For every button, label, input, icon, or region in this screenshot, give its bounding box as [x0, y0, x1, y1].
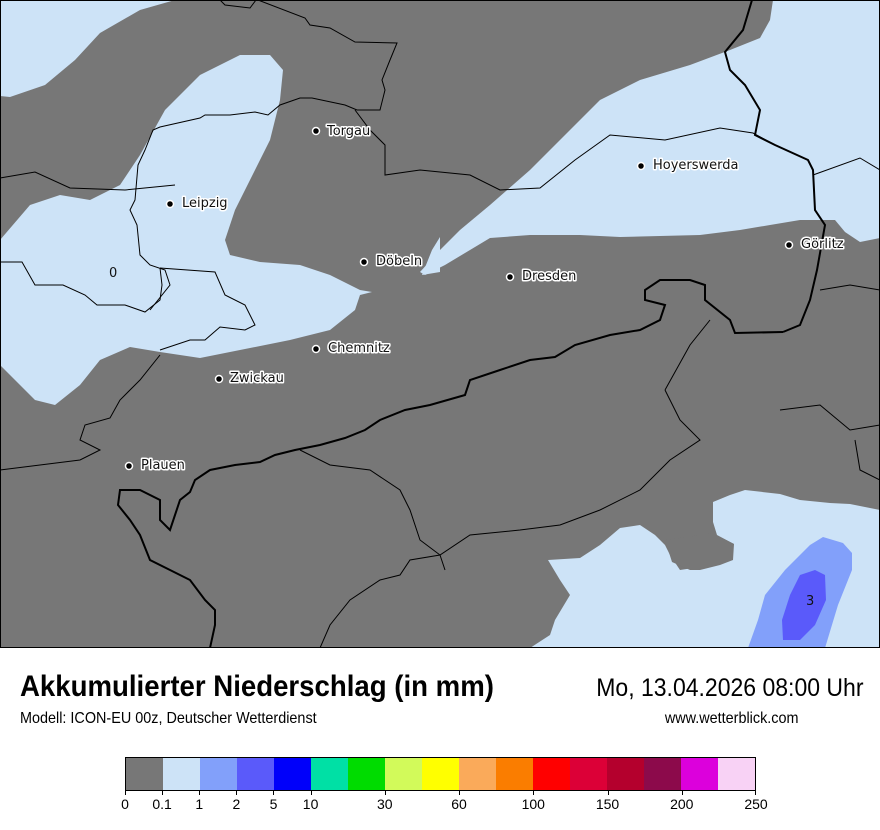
legend-tick-label: 2 [232, 796, 241, 812]
precip-area-dark [782, 570, 826, 640]
city-dresden: Dresden [505, 268, 578, 286]
city-plauen: Plauen [124, 457, 186, 475]
legend-tick-label: 150 [595, 796, 620, 812]
legend-swatch [718, 758, 755, 790]
value-label-0: 0 [109, 266, 117, 281]
dry-island [665, 533, 734, 570]
legend-ticks: 0 0.1 1 2 5 10 30 60 100 150 200 250 [121, 790, 768, 820]
legend-swatch [422, 758, 459, 790]
legend-tick [199, 790, 201, 795]
value-label-3: 3 [806, 594, 814, 609]
legend-tick-label: 60 [451, 796, 467, 812]
legend-swatch [644, 758, 681, 790]
legend-tick [459, 790, 461, 795]
legend-tick [384, 790, 386, 795]
legend-swatch [496, 758, 533, 790]
city-markers: Torgau Hoyerswerda Leipzig Görlitz Döbel… [124, 123, 845, 475]
legend-tick-label: 30 [377, 796, 393, 812]
legend-tick [125, 790, 126, 795]
svg-text:Dresden: Dresden [522, 269, 576, 284]
svg-text:Torgau: Torgau [326, 124, 370, 139]
legend-tick [755, 790, 756, 795]
legend-swatch [237, 758, 274, 790]
chart-title: Akkumulierter Niederschlag (in mm) [20, 670, 494, 703]
color-legend [125, 757, 756, 791]
legend-swatch [607, 758, 644, 790]
city-chemnitz: Chemnitz [311, 340, 391, 358]
city-leipzig: Leipzig [165, 195, 229, 213]
city-zwickau: Zwickau [214, 370, 285, 388]
website-link[interactable]: www.wetterblick.com [664, 710, 798, 727]
legend-swatch [385, 758, 422, 790]
state-borders [116, 0, 827, 648]
model-info: Modell: ICON-EU 00z, Deutscher Wetterdie… [20, 710, 317, 727]
district-borders [0, 0, 880, 648]
legend-tick [273, 790, 275, 795]
svg-text:Chemnitz: Chemnitz [328, 341, 390, 356]
svg-text:Hoyerswerda: Hoyerswerda [653, 158, 739, 173]
legend-swatch [533, 758, 570, 790]
legend-tick-label: 200 [670, 796, 694, 812]
legend-swatch [570, 758, 607, 790]
legend-swatch [348, 758, 385, 790]
legend-tick-label: 0 [121, 796, 129, 812]
svg-text:Döbeln: Döbeln [376, 254, 422, 269]
legend-swatch [163, 758, 200, 790]
legend-tick-label: 100 [521, 796, 545, 812]
legend-tick-label: 0.1 [152, 796, 172, 812]
legend-swatch [459, 758, 496, 790]
legend-swatch [274, 758, 311, 790]
svg-text:Zwickau: Zwickau [230, 371, 284, 386]
legend-swatch [200, 758, 237, 790]
legend-tick [533, 790, 535, 795]
svg-text:Plauen: Plauen [141, 458, 185, 473]
legend-tick [681, 790, 683, 795]
legend-tick [236, 790, 238, 795]
svg-text:Görlitz: Görlitz [801, 237, 844, 252]
city-goerlitz: Görlitz [784, 236, 845, 254]
legend-tick-label: 1 [195, 796, 204, 812]
legend-swatch [126, 758, 163, 790]
forecast-datetime: Mo, 13.04.2026 08:00 Uhr [595, 674, 863, 702]
legend-swatch [311, 758, 348, 790]
legend-tick [162, 790, 164, 795]
svg-text:Leipzig: Leipzig [182, 196, 228, 211]
legend-tick [310, 790, 312, 795]
legend-tick [607, 790, 609, 795]
legend-swatch [681, 758, 718, 790]
city-torgau: Torgau [311, 123, 372, 141]
legend-tick-label: 250 [744, 796, 768, 812]
precipitation-map: Torgau Hoyerswerda Leipzig Görlitz Döbel… [0, 0, 880, 648]
city-hoyerswerda: Hoyerswerda [636, 157, 740, 175]
legend-tick-label: 10 [302, 796, 319, 812]
city-doebeln: Döbeln [359, 253, 424, 271]
legend-tick-label: 5 [269, 796, 278, 812]
